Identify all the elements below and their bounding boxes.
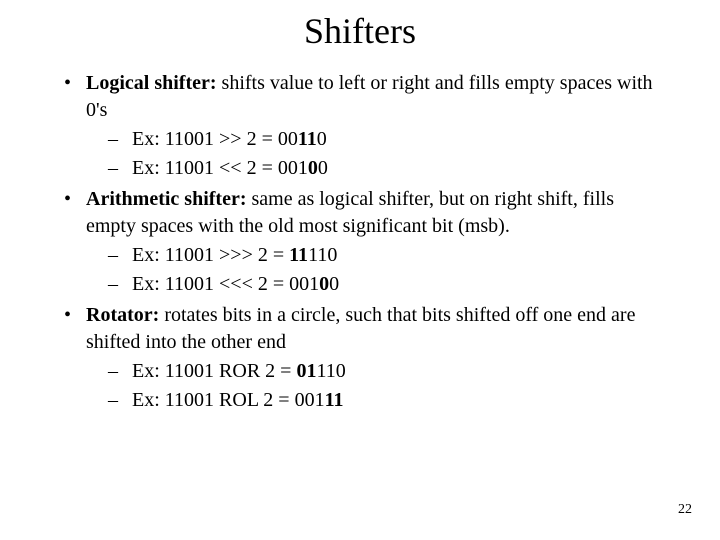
bullet-item: Logical shifter: shifts value to left or…	[60, 70, 660, 182]
slide-title: Shifters	[60, 10, 660, 52]
bullet-term: Logical shifter:	[86, 72, 217, 94]
bullet-text: Logical shifter: shifts value to left or…	[86, 72, 658, 121]
slide-container: Shifters Logical shifter: shifts value t…	[0, 0, 720, 540]
bullet-list: Logical shifter: shifts value to left or…	[60, 70, 660, 414]
bullet-item: Rotator: rotates bits in a circle, such …	[60, 302, 660, 414]
page-number: 22	[678, 502, 692, 518]
example-item: Ex: 11001 >> 2 = 00110	[86, 126, 660, 153]
example-item: Ex: 11001 ROL 2 = 00111	[86, 387, 660, 414]
bullet-term: Rotator:	[86, 304, 159, 326]
example-item: Ex: 11001 <<< 2 = 00100	[86, 271, 660, 298]
example-text: Ex: 11001 <<< 2 = 00100	[132, 273, 339, 295]
example-text: Ex: 11001 << 2 = 00100	[132, 157, 328, 179]
example-text: Ex: 11001 ROL 2 = 00111	[132, 389, 343, 411]
bullet-text: Arithmetic shifter: same as logical shif…	[86, 188, 619, 237]
example-list: Ex: 11001 ROR 2 = 01110 Ex: 11001 ROL 2 …	[86, 358, 660, 414]
example-text: Ex: 11001 >> 2 = 00110	[132, 128, 327, 150]
slide-body: Logical shifter: shifts value to left or…	[60, 70, 660, 414]
bullet-item: Arithmetic shifter: same as logical shif…	[60, 186, 660, 298]
bullet-desc: rotates bits in a circle, such that bits…	[86, 304, 640, 353]
example-item: Ex: 11001 << 2 = 00100	[86, 155, 660, 182]
bullet-term: Arithmetic shifter:	[86, 188, 247, 210]
example-item: Ex: 11001 >>> 2 = 11110	[86, 242, 660, 269]
bullet-text: Rotator: rotates bits in a circle, such …	[86, 304, 640, 353]
example-item: Ex: 11001 ROR 2 = 01110	[86, 358, 660, 385]
example-text: Ex: 11001 ROR 2 = 01110	[132, 360, 346, 382]
example-list: Ex: 11001 >>> 2 = 11110 Ex: 11001 <<< 2 …	[86, 242, 660, 298]
example-text: Ex: 11001 >>> 2 = 11110	[132, 244, 337, 266]
example-list: Ex: 11001 >> 2 = 00110 Ex: 11001 << 2 = …	[86, 126, 660, 182]
